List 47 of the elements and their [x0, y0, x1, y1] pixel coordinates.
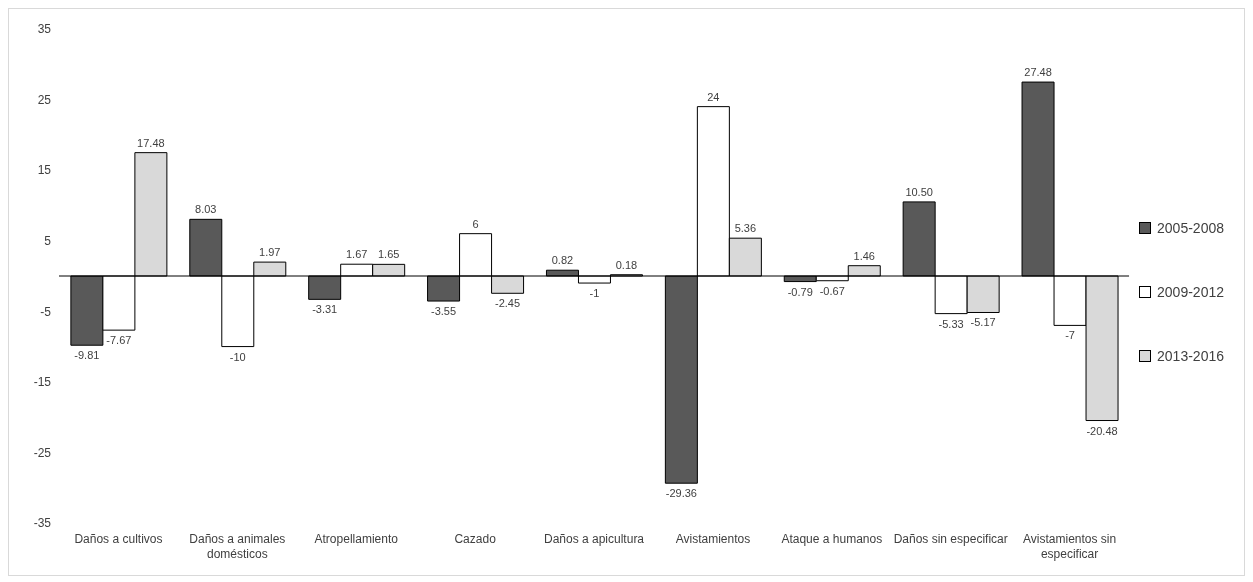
data-label: -5.17	[970, 316, 996, 329]
legend-label: 2005-2008	[1157, 219, 1224, 238]
data-label: 17.48	[137, 136, 165, 149]
data-label: -3.31	[312, 303, 338, 316]
data-label: -7	[1065, 329, 1075, 342]
data-label: 24	[707, 90, 720, 103]
x-tick-label: Daños a apicultura	[543, 532, 645, 546]
y-tick-label: -15	[33, 375, 52, 390]
y-tick-label: 35	[37, 22, 52, 37]
x-tick-label: Atropellamiento	[314, 532, 399, 546]
x-tick-label: Daños a animales domésticos	[189, 532, 286, 561]
y-tick-label: 25	[37, 92, 52, 107]
data-label: -29.36	[665, 487, 697, 500]
data-label: -3.55	[431, 305, 457, 318]
data-label: -2.45	[495, 297, 521, 310]
data-label: 0.18	[615, 258, 638, 271]
data-label: -10	[229, 350, 246, 363]
data-label: 1.97	[259, 246, 281, 259]
data-label: -1	[589, 287, 600, 300]
data-label: -0.67	[819, 284, 845, 297]
y-tick-label: 5	[44, 233, 52, 248]
data-label: -5.33	[938, 317, 964, 330]
data-label: 27.48	[1024, 66, 1052, 79]
data-label: -20.48	[1086, 424, 1118, 437]
data-label: 6	[472, 217, 479, 230]
x-tick-label: Cazado	[454, 532, 497, 546]
data-label: 1.65	[377, 248, 400, 261]
x-tick-label: Avistamientos	[675, 532, 751, 546]
data-label: 8.03	[195, 203, 217, 216]
data-label: 5.36	[734, 222, 757, 235]
x-tick-label: Avistamientos sin especificar	[1023, 532, 1117, 561]
legend-label: 2013-2016	[1157, 347, 1224, 366]
data-label: 1.67	[345, 248, 368, 261]
data-label: 1.46	[853, 249, 875, 262]
x-tick-label: Ataque a humanos	[781, 532, 883, 546]
legend-label: 2009-2012	[1157, 283, 1224, 302]
data-label: -7.67	[106, 334, 132, 347]
y-tick-label: 15	[37, 163, 52, 178]
x-tick-label: Daños a cultivos	[74, 532, 163, 546]
data-label: -0.79	[787, 285, 813, 298]
y-tick-label: -5	[40, 304, 52, 319]
data-label: 10.50	[905, 185, 933, 198]
y-tick-label: -35	[33, 516, 52, 531]
x-tick-label: Daños sin especificar	[893, 532, 1008, 546]
y-tick-label: -25	[33, 445, 52, 460]
data-label: 0.82	[551, 254, 574, 267]
data-label: -9.81	[74, 349, 100, 362]
